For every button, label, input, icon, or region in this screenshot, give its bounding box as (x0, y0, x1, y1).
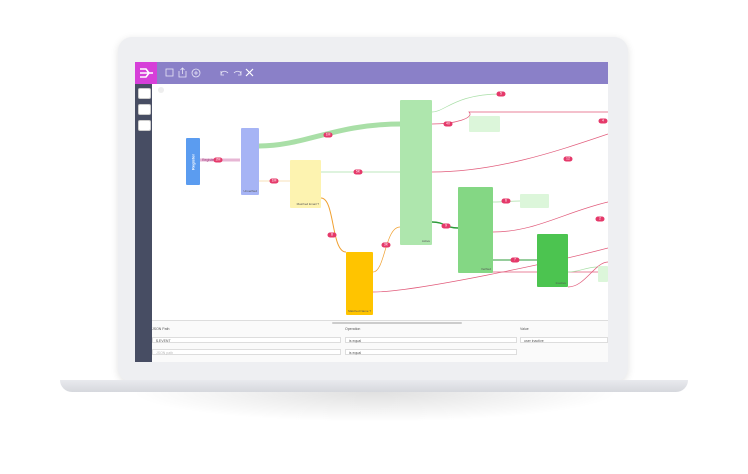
edge-count: 5 (496, 91, 506, 97)
tool-button[interactable] (138, 120, 151, 131)
edge-count: 2 (595, 216, 605, 222)
text-input[interactable]: user inactive (520, 337, 608, 343)
node-label: Unverified (243, 189, 257, 193)
edge (431, 93, 502, 113)
tool-button[interactable] (138, 88, 151, 99)
edges (158, 87, 608, 293)
edge (372, 247, 608, 293)
edge (431, 133, 608, 173)
laptop-base (60, 380, 688, 392)
node-label: Inactive (555, 281, 566, 285)
redo-icon[interactable] (233, 70, 242, 76)
condition-panel: JSON Path Operation Value $.EVENT is equal us… (152, 320, 608, 362)
node-label: Active (421, 239, 430, 243)
edge (258, 121, 402, 149)
flow-node[interactable]: Active (400, 100, 432, 245)
edge-count: 40 (443, 121, 453, 127)
column-header: Operation (345, 327, 361, 331)
add-icon[interactable] (191, 68, 201, 78)
logo-icon (140, 68, 153, 78)
node-label: Verified (480, 267, 491, 271)
operation-select[interactable]: is equal (345, 349, 517, 355)
node-label: Matched Email ? (296, 202, 319, 206)
edge-count: 1M (269, 178, 279, 184)
edge-count: 8 (327, 232, 337, 238)
edge-count: 7 (510, 257, 520, 263)
logo[interactable] (135, 62, 157, 84)
column-header: Value (520, 327, 529, 331)
flow-node[interactable]: Matched Name ? (346, 252, 373, 315)
edge-count: 6 (501, 198, 511, 204)
scrollbar (332, 322, 462, 324)
edge-count: 1M (323, 132, 333, 138)
flow-node[interactable]: Register (186, 138, 200, 185)
node-label: Register (190, 153, 196, 170)
node-label: Matched Name ? (348, 309, 371, 313)
export-icon[interactable] (178, 67, 187, 78)
edge-count: 2M (213, 157, 223, 163)
undo-icon[interactable] (220, 70, 229, 76)
edge (567, 261, 608, 288)
toolbar-icons (165, 67, 254, 78)
save-icon[interactable] (165, 68, 174, 77)
flow-node[interactable]: Matched Email ? (290, 160, 321, 208)
edge-count: 4 (598, 118, 608, 124)
edge (567, 266, 599, 273)
close-icon[interactable] (245, 68, 254, 77)
edge-count: 3K (381, 242, 391, 248)
canvas-dot (158, 87, 164, 93)
flow-node[interactable]: Verified (458, 187, 493, 273)
edge-count: 9 (441, 223, 451, 229)
edge (492, 201, 608, 233)
flow-node[interactable]: Unverified (241, 128, 259, 195)
edge (431, 111, 608, 125)
text-input[interactable]: $.EVENT (152, 337, 341, 343)
column-header: JSON Path (152, 327, 170, 331)
operation-select[interactable]: is equal (345, 337, 517, 343)
flow-node[interactable] (520, 194, 549, 208)
tool-button[interactable] (138, 104, 151, 115)
edge-count: 5K (353, 169, 363, 175)
text-input[interactable]: JSON path (152, 349, 341, 355)
register-tag: Register (202, 158, 216, 162)
laptop-shadow (130, 392, 620, 422)
screen: Register Unverified Matched Email ? Matched… (135, 62, 608, 362)
sidebar (135, 84, 152, 362)
edge (320, 197, 347, 253)
flow-node[interactable] (598, 266, 608, 282)
toolbar (135, 62, 608, 84)
flow-node[interactable]: Inactive (537, 234, 568, 287)
flow-node[interactable] (469, 116, 500, 132)
edge (372, 226, 401, 273)
edge-count: 12 (563, 156, 573, 162)
